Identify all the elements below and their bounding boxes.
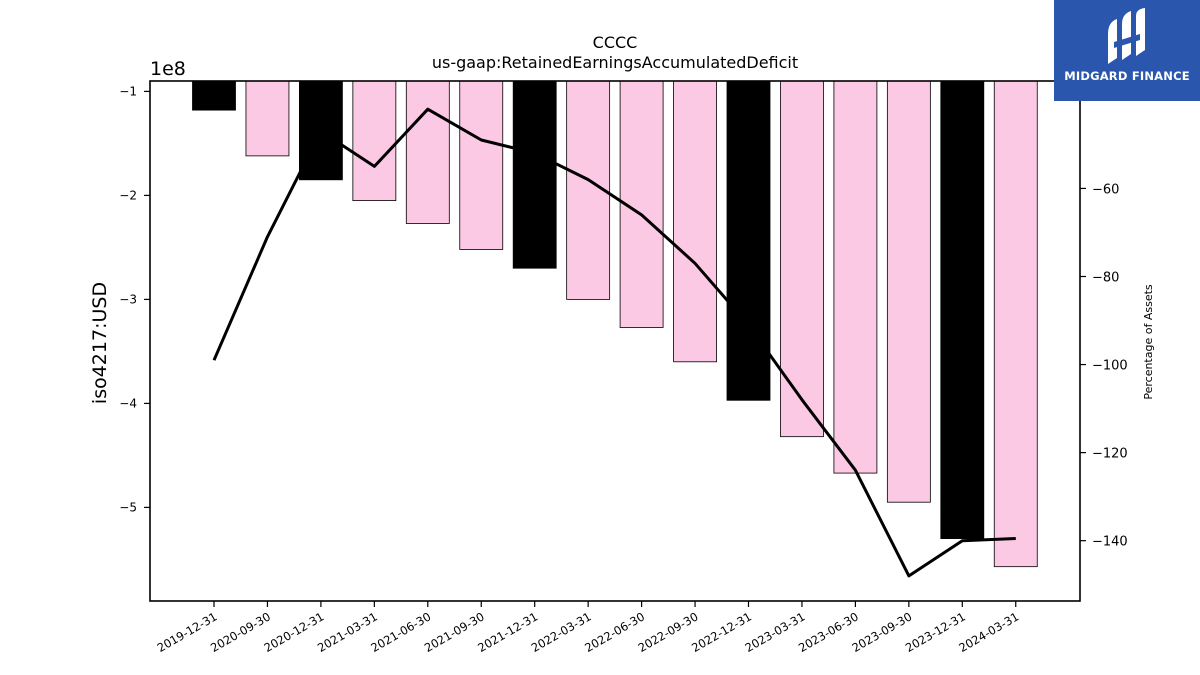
bar-2023-06-30 [833,80,878,474]
bar-2022-09-30 [673,80,717,363]
x-tick-label: 2021-09-30 [422,609,487,655]
y-tick-label: −1 [119,84,137,98]
y2-tick-label: −120 [1092,447,1128,462]
bar-2021-09-30 [459,80,504,250]
y-tick-label: −2 [119,188,137,202]
y-tick-label: −5 [119,500,137,514]
bar-2023-09-30 [886,80,931,503]
x-tick-label: 2020-09-30 [208,609,273,655]
bar-2024-03-31 [993,80,1038,568]
x-tick-label: 2022-12-31 [689,609,754,655]
y2-axis-label: Percentage of Assets [1142,284,1155,400]
bar-2023-12-31 [940,80,985,540]
x-tick-label: 2023-12-31 [903,609,968,655]
bar-2021-12-31 [512,80,557,269]
percentage-line [212,107,1016,578]
x-tick-label: 2022-06-30 [582,609,647,655]
y2-tick-label: −140 [1092,535,1128,550]
logo-text: MIDGARD FINANCE [1064,69,1190,83]
x-tick-label: 2023-03-31 [743,609,808,655]
bar-2019-12-31 [192,80,236,111]
x-tick-label: 2022-03-31 [529,609,594,655]
x-tick-label: 2022-09-30 [636,609,701,655]
y-axis-offset-label: 1e8 [150,58,186,80]
chart-title: CCCC [593,33,638,52]
logo-mark-icon [1108,8,1145,64]
y-tick-label: −3 [119,292,137,306]
bar-2020-09-30 [245,80,290,157]
y2-tick-label: −80 [1092,270,1119,285]
bar-2022-12-31 [726,80,771,401]
y2-tick-label: −100 [1092,359,1128,374]
x-tick-label: 2021-03-31 [315,609,380,655]
x-tick-label: 2024-03-31 [956,609,1021,655]
y-axis-label: iso4217:USD [89,282,111,404]
chart-subtitle: us-gaap:RetainedEarningsAccumulatedDefic… [432,53,798,72]
line-layer [212,107,1016,578]
x-tick-label: 2019-12-31 [155,609,220,655]
bar-2023-03-31 [780,80,824,438]
bars-layer [192,80,1038,568]
plot-frame [149,80,1081,602]
x-tick-label: 2023-06-30 [796,609,861,655]
x-tick-label: 2023-09-30 [849,609,914,655]
bar-2021-06-30 [405,80,450,224]
bar-2021-03-31 [352,80,397,201]
y2-tick-label: −60 [1092,182,1119,197]
y-tick-label: −4 [119,396,137,410]
logo: MIDGARD FINANCE [1054,0,1200,101]
x-tick-label: 2020-12-31 [262,609,327,655]
x-tick-label: 2021-12-31 [475,609,540,655]
x-tick-label: 2021-06-30 [368,609,433,655]
